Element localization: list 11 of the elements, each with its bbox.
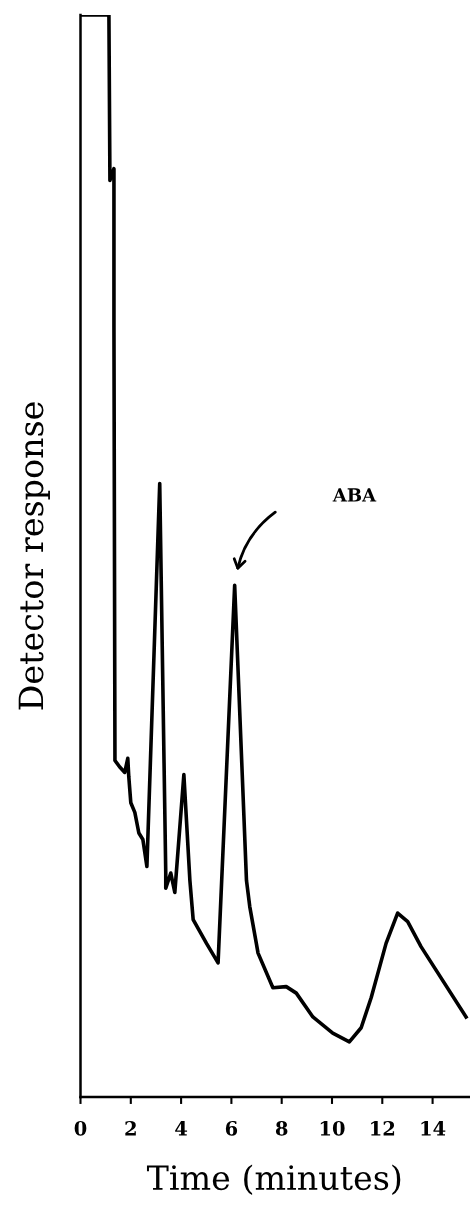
annotation: ABA <box>332 488 377 502</box>
x-tick-label: 8 <box>275 1120 288 1136</box>
x-tick-label: 12 <box>371 1120 395 1136</box>
x-tick-label: 14 <box>421 1120 446 1136</box>
x-tick-label: 6 <box>225 1120 238 1136</box>
x-tick-label: 2 <box>125 1120 136 1136</box>
x-tick-label: 0 <box>74 1120 87 1136</box>
x-tick-label: 10 <box>320 1120 345 1136</box>
x-axis-title: Time (minutes) <box>146 1164 401 1195</box>
y-axis-title: Detector response <box>18 402 50 710</box>
x-tick-label: 4 <box>175 1120 188 1136</box>
